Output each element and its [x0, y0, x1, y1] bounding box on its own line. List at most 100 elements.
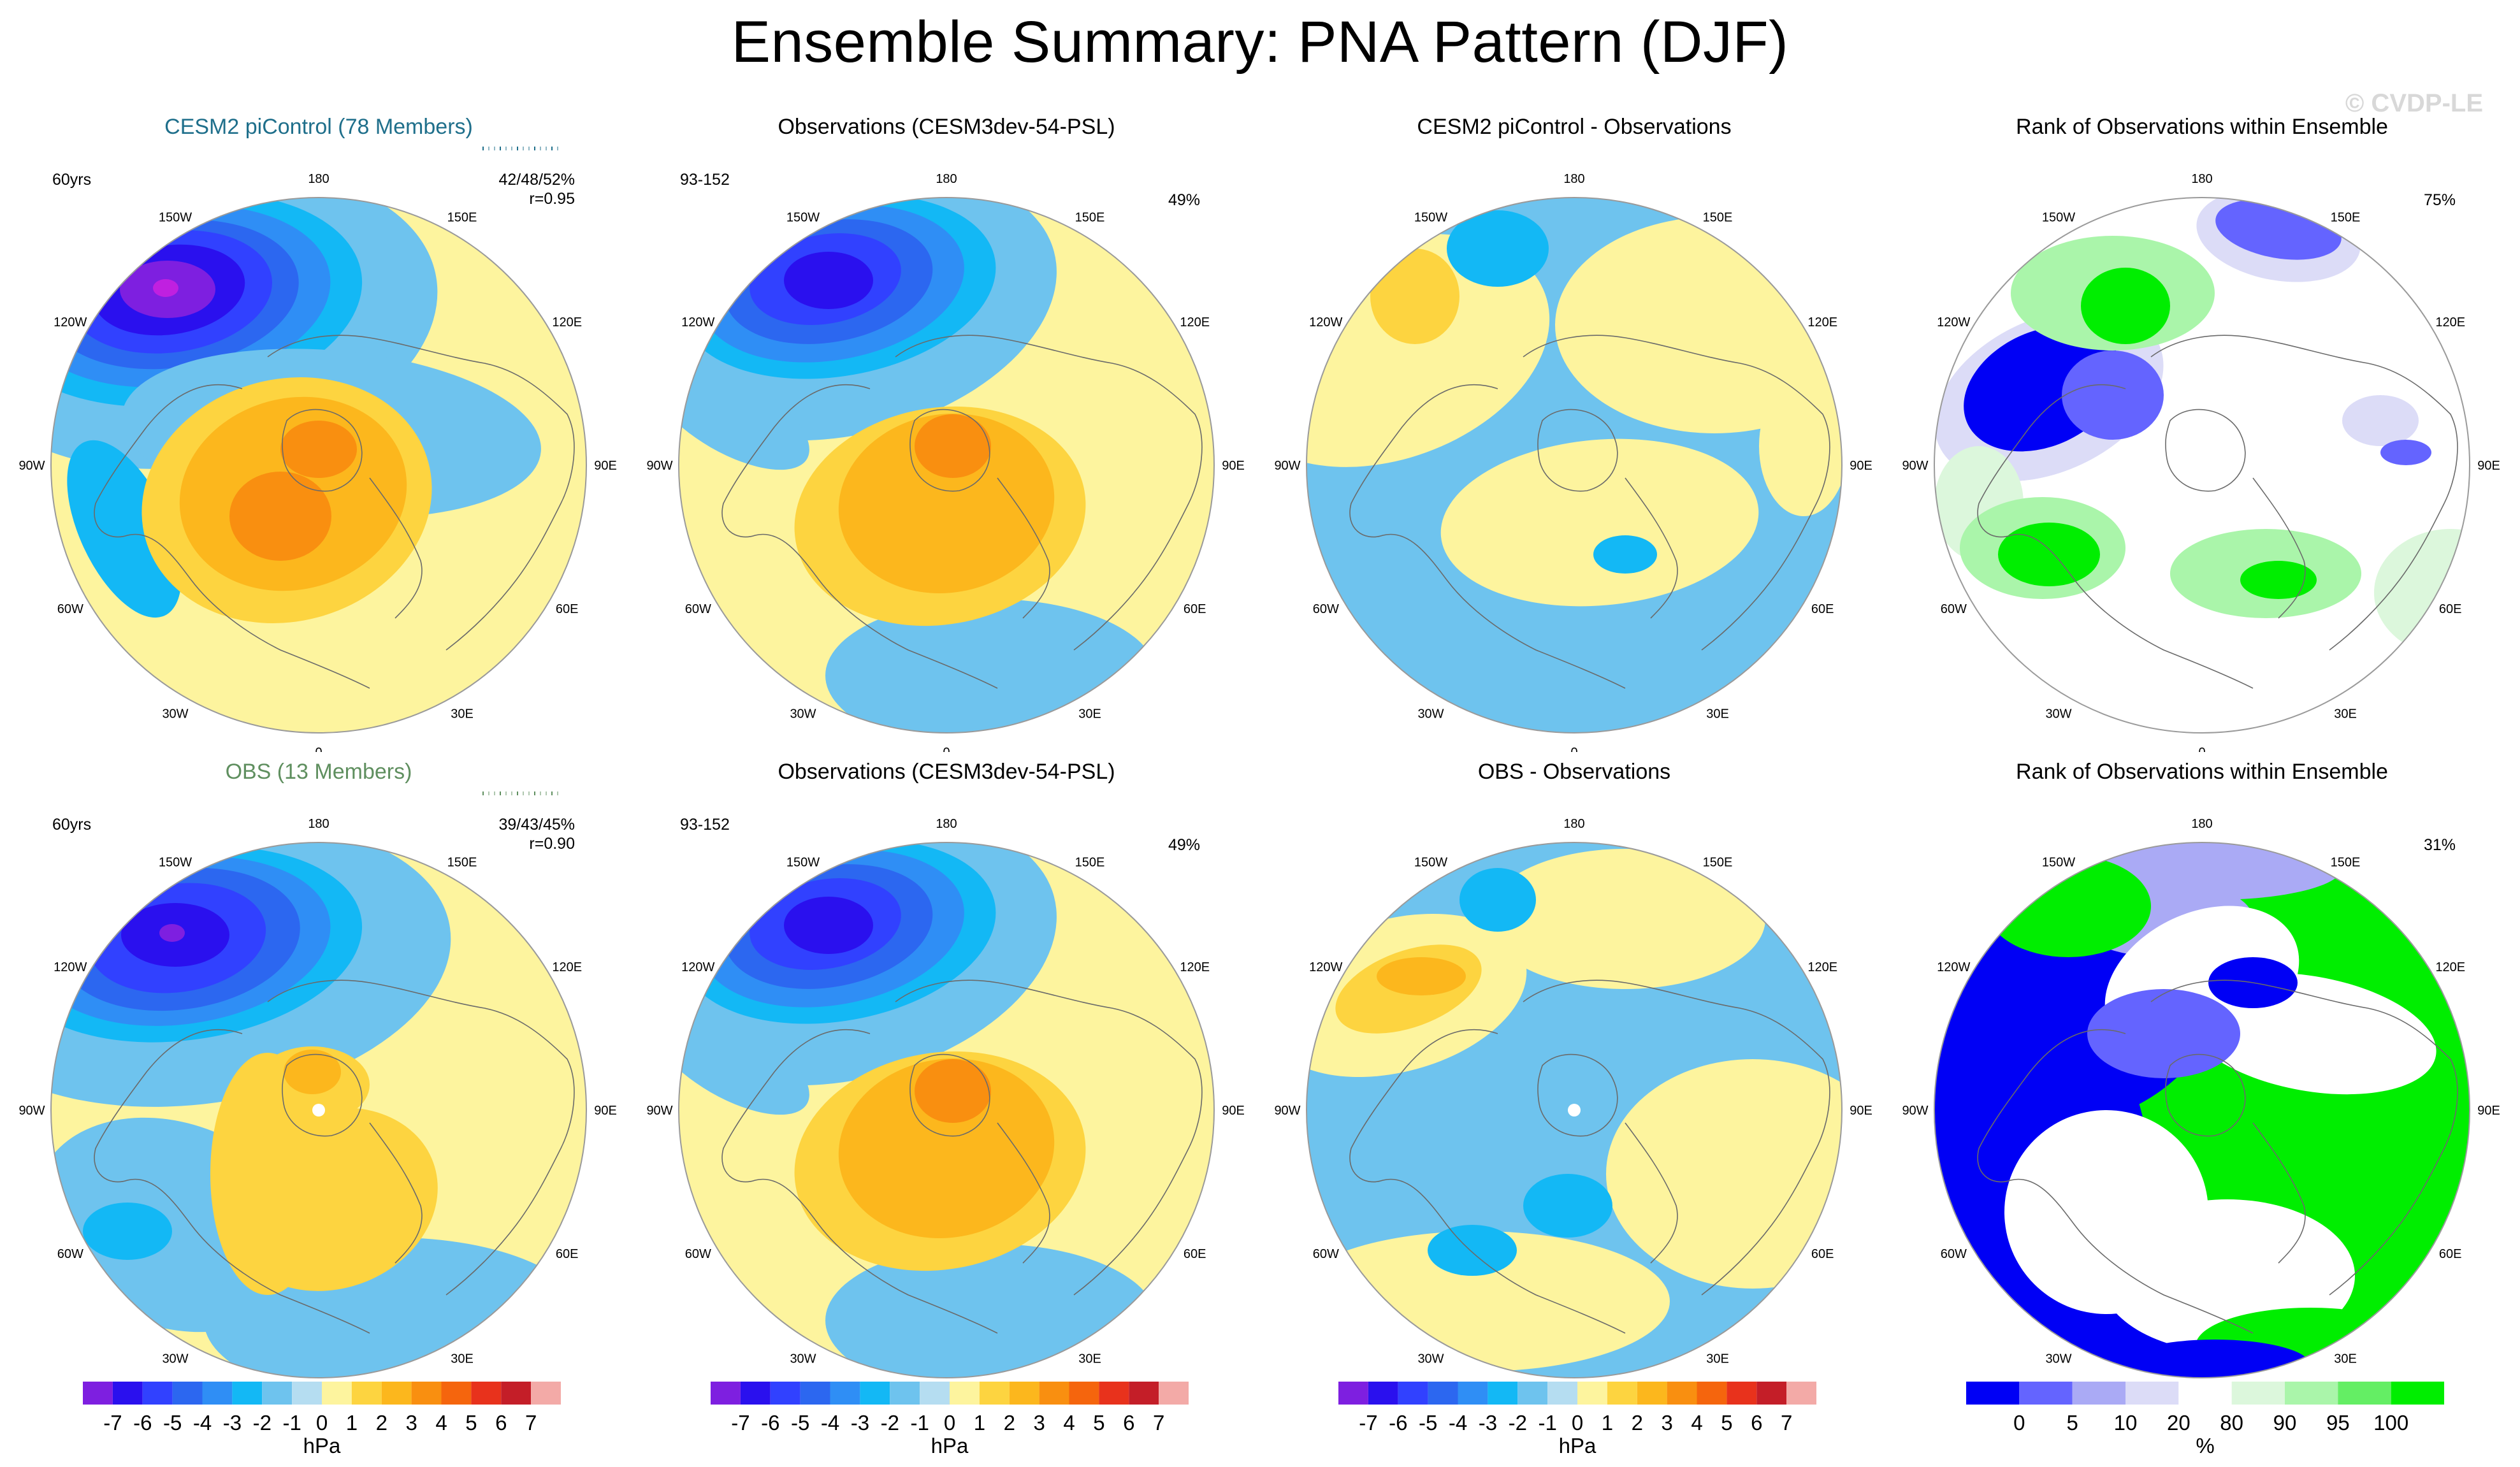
colorbar-tick-label: -7 — [103, 1411, 122, 1434]
colorbar-swatch — [860, 1382, 890, 1405]
field-region — [2062, 350, 2164, 440]
longitude-label: 120E — [2435, 960, 2465, 974]
colorbar-swatch — [1159, 1382, 1189, 1405]
panel-title: OBS (13 Members) — [225, 760, 412, 784]
field-region — [784, 252, 873, 309]
longitude-label: 90W — [646, 1104, 672, 1118]
colorbar-swatch — [411, 1382, 442, 1405]
contour-colorbar: -7 -6 -5 -4 -3 -2 -1 0 1 2 3 4 5 6 7 hPa — [83, 1382, 561, 1457]
longitude-label: 150E — [447, 855, 477, 869]
longitude-label: 150E — [2331, 855, 2361, 869]
colorbar-tick-label: -5 — [163, 1411, 182, 1434]
longitude-label: 90W — [1274, 1104, 1300, 1118]
colorbar-swatch — [2072, 1382, 2125, 1405]
longitude-label: 150E — [1703, 210, 1733, 224]
longitude-label: 90E — [2477, 459, 2500, 473]
colorbar-tick-label: -7 — [731, 1411, 749, 1434]
polar-map: 180 150E 120E 90E 60E 30E 0 30W 60W 90W 120W 150W — [1902, 172, 2500, 752]
colorbar-swatch — [1488, 1382, 1518, 1405]
map-panel: Rank of Observations within Ensemble 31% 1… — [1896, 760, 2508, 1397]
longitude-label: 90E — [594, 459, 617, 473]
panel-stat-note: 49% — [1168, 836, 1200, 854]
colorbar-units: % — [2196, 1434, 2214, 1457]
colorbar-swatch — [1727, 1382, 1757, 1405]
colorbar-tick-label: 2 — [1632, 1411, 1643, 1434]
longitude-label: 30E — [2334, 1352, 2357, 1366]
longitude-label: 30W — [162, 707, 188, 721]
colorbar-tick-label: 3 — [1661, 1411, 1672, 1434]
colorbar-tick-label: -2 — [1509, 1411, 1527, 1434]
field-region — [1428, 1225, 1517, 1276]
panel-title: Rank of Observations within Ensemble — [2016, 115, 2388, 139]
colorbar-tick-label: 4 — [1063, 1411, 1075, 1434]
longitude-label: 90E — [1850, 459, 1872, 473]
colorbar-swatch — [979, 1382, 1010, 1405]
longitude-label: 60E — [2439, 1247, 2462, 1261]
colorbar-swatch — [920, 1382, 950, 1405]
map-panel: Observations (CESM3dev-54-PSL) 93-152 49% 1… — [641, 760, 1252, 1397]
map-panel: OBS - Observations180150E120E90E60E30E03… — [1268, 760, 1880, 1397]
field-region — [784, 897, 873, 954]
colorbar-swatch — [2178, 1382, 2232, 1405]
figure-title: Ensemble Summary: PNA Pattern (DJF) — [731, 10, 1789, 75]
longitude-label: 90E — [1222, 459, 1245, 473]
longitude-label: 90W — [18, 459, 45, 473]
polar-map: 180 150E 120E 90E 60E 30E 0 30W 60W 90W 120W 150W — [18, 147, 617, 752]
colorbar-tick-label: 100 — [2373, 1411, 2408, 1434]
panel-period-note: 60yrs — [52, 171, 92, 189]
field-region — [2342, 395, 2419, 446]
panel-title: Observations (CESM3dev-54-PSL) — [778, 760, 1115, 784]
pole-marker — [312, 1104, 325, 1117]
colorbar-tick-label: -6 — [1389, 1411, 1407, 1434]
colorbar-swatch — [1099, 1382, 1129, 1405]
field-region — [153, 279, 178, 297]
colorbar-tick-label: 6 — [495, 1411, 507, 1434]
colorbar-swatch — [1577, 1382, 1607, 1405]
longitude-label: 90W — [1274, 459, 1300, 473]
colorbar-swatch — [501, 1382, 532, 1405]
panel-stat-note: 39/43/45% — [498, 816, 575, 834]
map-border — [1306, 197, 1843, 734]
colorbar-swatch — [770, 1382, 800, 1405]
colorbar-tick-label: 5 — [1721, 1411, 1732, 1434]
field-region — [1759, 376, 1842, 516]
longitude-label: 60W — [1313, 1247, 1339, 1261]
field-region — [280, 421, 357, 478]
colorbar-swatch — [1338, 1382, 1368, 1405]
longitude-label: 30W — [790, 707, 816, 721]
field-region — [1523, 1174, 1612, 1238]
longitude-label: 150E — [1703, 855, 1733, 869]
colorbar-tick-label: 5 — [2066, 1411, 2078, 1434]
colorbar-swatch — [1786, 1382, 1816, 1405]
colorbar-tick-label: -3 — [223, 1411, 242, 1434]
longitude-label: 30W — [162, 1352, 188, 1366]
colorbar-tick-label: -2 — [881, 1411, 899, 1434]
map-panel: Rank of Observations within Ensemble 75% 1… — [1896, 115, 2508, 752]
longitude-label: 30E — [1706, 707, 1729, 721]
colorbar-tick-label: -6 — [133, 1411, 152, 1434]
panel-period-note: 93-152 — [680, 816, 730, 834]
field-region — [838, 1059, 1055, 1238]
colorbar-swatch — [1009, 1382, 1039, 1405]
colorbar-tick-label: 95 — [2326, 1411, 2350, 1434]
colorbar-swatch — [2019, 1382, 2073, 1405]
longitude-label: 120W — [54, 315, 87, 329]
longitude-label: 30E — [451, 1352, 474, 1366]
coastlines — [94, 979, 575, 1334]
colorbar-swatch — [292, 1382, 322, 1405]
field-region — [838, 414, 1055, 593]
longitude-label: 180 — [936, 172, 957, 186]
field-region — [1370, 249, 1459, 344]
longitude-label: 0 — [943, 746, 950, 752]
longitude-label: 150W — [1414, 210, 1447, 224]
colorbar-swatch — [1637, 1382, 1667, 1405]
field-region — [67, 440, 182, 618]
colorbar-units: hPa — [303, 1434, 341, 1457]
longitude-label: 60W — [57, 602, 83, 616]
colorbar-swatch — [1547, 1382, 1577, 1405]
longitude-label: 60W — [1941, 1247, 1967, 1261]
colorbar-swatch — [202, 1382, 233, 1405]
watermark: © CVDP-LE — [2345, 89, 2483, 117]
longitude-label: 150W — [159, 855, 192, 869]
map-border — [1934, 197, 2470, 734]
